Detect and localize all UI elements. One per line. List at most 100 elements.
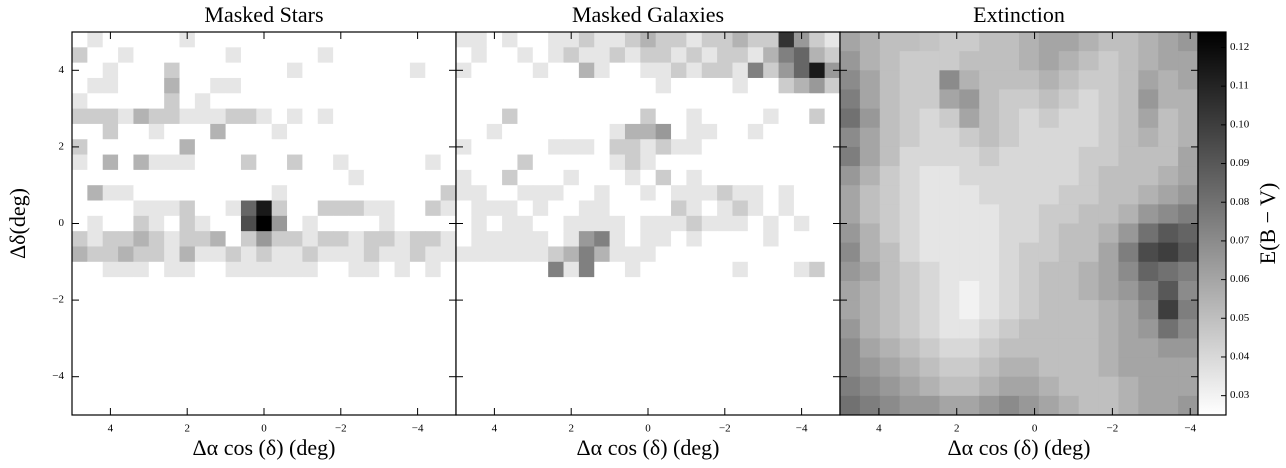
heatmap-cell: [732, 231, 749, 247]
heatmap-cell: [732, 169, 749, 186]
heatmap-cell: [686, 215, 703, 232]
heatmap-cell: [824, 139, 841, 156]
heatmap-cell: [594, 169, 611, 186]
heatmap-cell: [425, 108, 442, 125]
heatmap-cell: [225, 62, 242, 79]
heatmap-cell: [348, 77, 365, 94]
heatmap-cell: [72, 307, 88, 324]
heatmap-cell: [210, 231, 227, 247]
heatmap-cell: [363, 123, 380, 140]
heatmap-cell: [179, 399, 196, 416]
heatmap-cell: [502, 261, 518, 278]
heatmap-cell: [164, 399, 181, 416]
heatmap-cell: [763, 292, 780, 309]
heatmap-cell: [919, 70, 940, 90]
heatmap-cell: [133, 108, 150, 125]
heatmap-cell: [456, 62, 472, 79]
heatmap-cell: [179, 353, 196, 370]
heatmap-cell: [363, 399, 380, 416]
heatmap-cell: [563, 154, 580, 171]
heatmap-cell: [778, 200, 795, 217]
heatmap-cell: [210, 200, 227, 217]
heatmap-cell: [1078, 223, 1100, 244]
heatmap-cell: [655, 62, 672, 79]
heatmap-cell: [671, 77, 687, 94]
heatmap-cell: [164, 277, 181, 293]
heatmap-cell: [148, 93, 165, 110]
heatmap-cell: [899, 242, 921, 263]
heatmap-cell: [348, 215, 365, 232]
heatmap-cell: [1078, 261, 1100, 282]
heatmap-cell: [348, 384, 365, 401]
heatmap-cell: [1098, 185, 1119, 205]
heatmap-cell: [1138, 338, 1159, 359]
heatmap-cell: [471, 277, 488, 293]
heatmap-cell: [624, 215, 641, 232]
heatmap-cell: [425, 32, 442, 48]
heatmap-cell: [486, 200, 503, 217]
heatmap-cell: [778, 292, 795, 309]
heatmap-cell: [1058, 395, 1080, 416]
heatmap-cell: [763, 323, 780, 339]
x-axis-label: Δα cos (δ) (deg): [948, 435, 1091, 460]
heatmap-cell: [425, 139, 442, 156]
heatmap-cell: [548, 185, 565, 202]
heatmap-cell: [824, 246, 841, 263]
heatmap-cell: [899, 127, 921, 148]
heatmap-cell: [809, 338, 826, 355]
heatmap-cell: [240, 32, 257, 48]
heatmap-cell: [363, 231, 380, 247]
heatmap-cell: [148, 261, 165, 278]
heatmap-cell: [317, 261, 334, 278]
heatmap-cell: [1158, 127, 1179, 148]
heatmap-cell: [72, 169, 88, 186]
heatmap-cell: [287, 231, 303, 247]
heatmap-cell: [118, 353, 134, 370]
heatmap-cell: [348, 261, 365, 278]
heatmap-cell: [778, 93, 795, 110]
heatmap-cell: [1118, 395, 1139, 416]
heatmap-cell: [317, 47, 334, 64]
heatmap-cell: [899, 185, 921, 205]
heatmap-cell: [671, 47, 687, 64]
heatmap-cell: [655, 93, 672, 110]
heatmap-cell: [502, 108, 518, 125]
heatmap-cell: [609, 108, 626, 125]
heatmap-cell: [225, 108, 242, 125]
heatmap-cell: [456, 139, 472, 156]
heatmap-cell: [701, 261, 718, 278]
heatmap-cell: [87, 353, 104, 370]
heatmap-cell: [256, 139, 273, 156]
heatmap-cell: [840, 395, 861, 416]
heatmap-cell: [859, 89, 881, 110]
heatmap-cell: [1178, 376, 1199, 397]
heatmap-cell: [440, 261, 457, 278]
heatmap-cell: [939, 338, 960, 359]
heatmap-cell: [879, 242, 901, 263]
heatmap-cell: [609, 154, 626, 171]
heatmap-cell: [456, 246, 472, 263]
heatmap-cell: [517, 169, 534, 186]
heatmap-cell: [1138, 32, 1159, 52]
heatmap-cell: [809, 215, 826, 232]
heatmap-cell: [1058, 242, 1080, 263]
heatmap-cell: [87, 323, 104, 339]
heatmap-cell: [701, 123, 718, 140]
heatmap-cell: [609, 169, 626, 186]
x-tick-label: 2: [568, 423, 574, 435]
heatmap-cell: [87, 399, 104, 416]
heatmap-cell: [1178, 242, 1199, 263]
heatmap-cell: [717, 231, 733, 247]
heatmap-cell: [959, 338, 980, 359]
heatmap-cell: [1138, 108, 1159, 129]
heatmap-cell: [717, 399, 733, 416]
heatmap-cell: [271, 62, 288, 79]
heatmap-cell: [409, 215, 426, 232]
heatmap-cell: [348, 32, 365, 48]
heatmap-cell: [793, 32, 810, 48]
heatmap-cell: [440, 47, 457, 64]
heatmap-cell: [379, 353, 396, 370]
heatmap-cell: [1078, 32, 1100, 52]
heatmap-cell: [102, 231, 119, 247]
heatmap-cell: [148, 123, 165, 140]
